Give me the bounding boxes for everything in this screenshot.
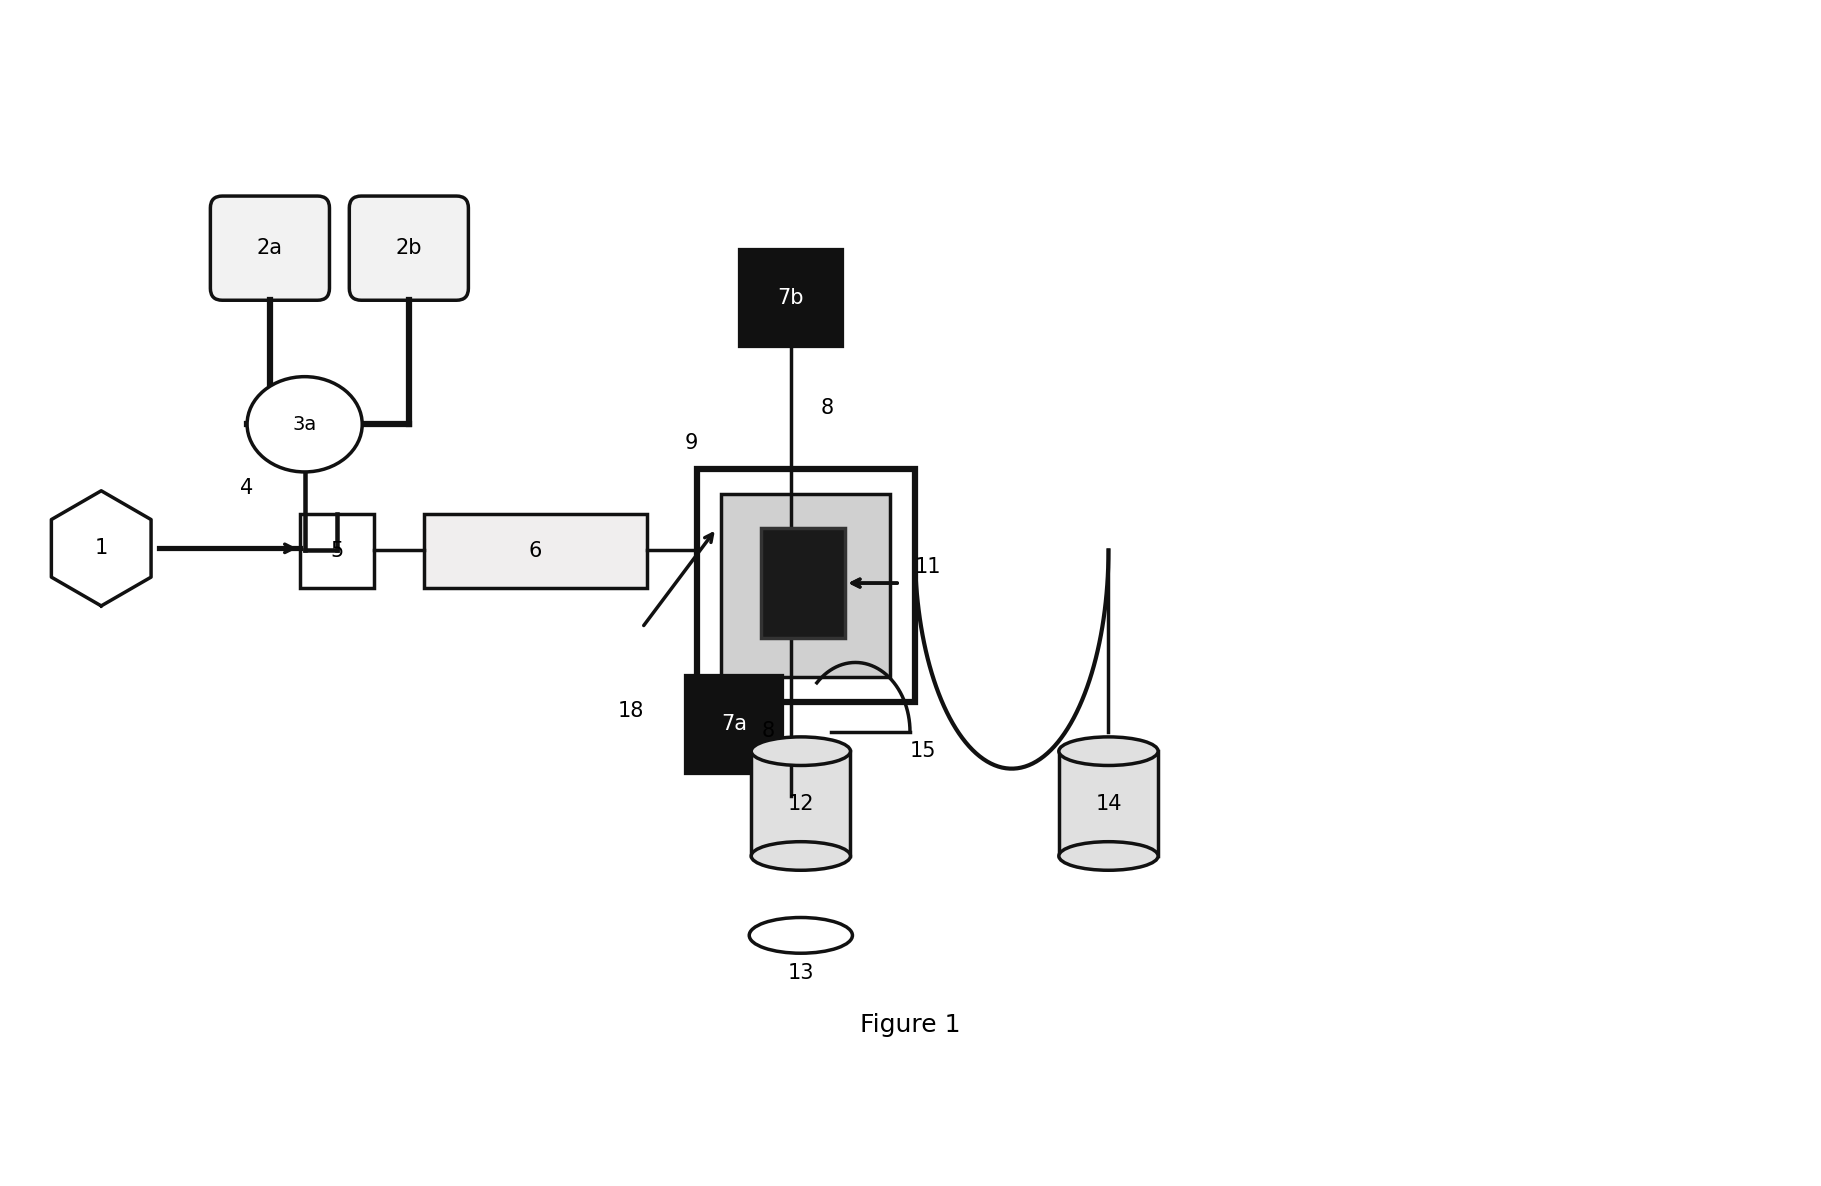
Text: 13: 13: [788, 963, 814, 983]
Text: 9: 9: [685, 433, 697, 453]
Ellipse shape: [748, 918, 852, 954]
Text: 5: 5: [330, 541, 344, 561]
FancyBboxPatch shape: [350, 196, 468, 300]
Text: 1: 1: [95, 538, 107, 559]
Text: 12: 12: [788, 793, 814, 814]
Ellipse shape: [1058, 842, 1158, 871]
Bar: [721, 493, 890, 677]
Bar: [752, 751, 850, 856]
Bar: [300, 514, 373, 588]
Text: 11: 11: [914, 557, 941, 578]
Text: 6: 6: [528, 541, 543, 561]
Text: 15: 15: [910, 741, 936, 760]
Bar: [424, 514, 646, 588]
Text: Figure 1: Figure 1: [860, 1013, 961, 1037]
Text: 14: 14: [1094, 793, 1122, 814]
Ellipse shape: [248, 377, 362, 472]
Ellipse shape: [752, 737, 850, 765]
Text: 18: 18: [617, 701, 643, 721]
Text: 8: 8: [821, 398, 834, 419]
Bar: [697, 468, 914, 702]
Text: 7a: 7a: [721, 714, 747, 734]
Ellipse shape: [752, 842, 850, 871]
Bar: [761, 529, 845, 638]
Ellipse shape: [1058, 737, 1158, 765]
Bar: [741, 250, 841, 345]
Text: 4: 4: [240, 478, 253, 498]
Text: 7b: 7b: [778, 288, 805, 308]
Text: 2a: 2a: [257, 238, 282, 259]
FancyBboxPatch shape: [211, 196, 330, 300]
Text: 8: 8: [761, 721, 774, 741]
Bar: [687, 677, 781, 772]
Text: 3a: 3a: [293, 415, 317, 434]
Text: 2b: 2b: [395, 238, 422, 259]
Bar: [1058, 751, 1158, 856]
